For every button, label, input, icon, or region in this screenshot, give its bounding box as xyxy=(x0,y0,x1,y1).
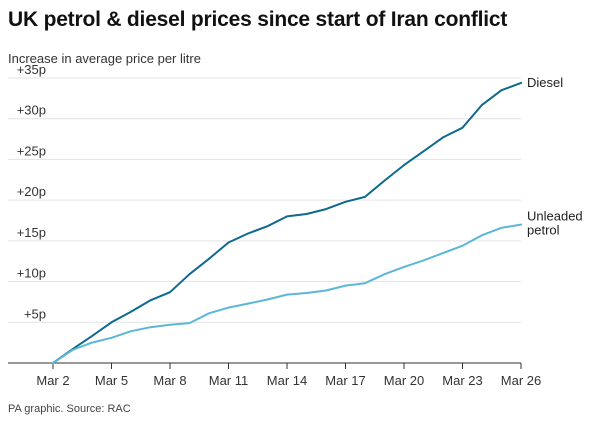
x-tick-label: Mar 5 xyxy=(95,373,128,388)
y-tick-label: +5p xyxy=(24,306,46,321)
y-tick-label: +15p xyxy=(17,225,46,240)
data-point xyxy=(364,195,366,198)
y-tick-label: +25p xyxy=(17,143,46,158)
data-point xyxy=(422,259,425,262)
x-tick-label: Mar 20 xyxy=(384,373,424,388)
x-tick-label: Mar 2 xyxy=(36,373,69,388)
data-point xyxy=(286,215,288,218)
data-point xyxy=(227,241,230,244)
data-point xyxy=(188,273,191,276)
source-note: PA graphic. Source: RAC xyxy=(8,403,131,415)
data-point xyxy=(71,349,74,351)
data-point xyxy=(188,322,191,324)
data-point xyxy=(500,89,503,92)
chart-title: UK petrol & diesel prices since start of… xyxy=(8,8,508,31)
y-axis-title: Increase in average price per litre xyxy=(8,51,201,66)
data-point xyxy=(422,150,425,153)
x-tick-label: Mar 8 xyxy=(153,373,186,388)
data-point xyxy=(461,126,464,129)
data-point xyxy=(266,298,269,301)
data-point xyxy=(208,312,210,315)
y-tick-label: +30p xyxy=(17,103,46,118)
data-point xyxy=(286,293,288,296)
data-point xyxy=(305,213,308,215)
data-point xyxy=(325,289,327,292)
data-point xyxy=(481,103,483,106)
y-axis-ticks: +5p +10p +15p +20p +25p +30p +35p xyxy=(17,62,46,321)
data-point xyxy=(403,164,405,167)
series-label: Unleaded xyxy=(527,209,583,224)
data-point xyxy=(130,310,132,313)
x-tick-label: Mar 23 xyxy=(442,373,482,388)
data-point xyxy=(481,234,483,237)
data-point xyxy=(91,341,93,344)
data-point xyxy=(110,321,113,324)
y-tick-label: +20p xyxy=(17,184,46,199)
data-point xyxy=(442,136,444,139)
data-point xyxy=(403,266,405,268)
data-point xyxy=(169,323,171,326)
data-point xyxy=(344,200,347,203)
data-point xyxy=(208,257,210,260)
series-label: Diesel xyxy=(527,75,563,90)
data-point xyxy=(520,223,522,226)
x-tick-label: Mar 14 xyxy=(267,373,307,388)
gridlines xyxy=(8,77,521,323)
data-point xyxy=(383,179,386,182)
x-axis: Mar 2 Mar 5 Mar 8 Mar 11 Mar 14 Mar 17 Mar 20 M… xyxy=(8,362,541,388)
data-point xyxy=(52,362,54,364)
x-tick-label: Mar 26 xyxy=(501,373,541,388)
data-point xyxy=(227,306,230,309)
data-point xyxy=(325,208,327,211)
data-point xyxy=(130,330,132,333)
data-point xyxy=(442,252,444,254)
data-point xyxy=(149,299,152,302)
series-lines xyxy=(52,81,522,364)
y-tick-label: +35p xyxy=(17,62,46,77)
y-tick-label: +10p xyxy=(17,266,46,281)
data-point xyxy=(169,291,171,294)
data-point xyxy=(305,292,308,294)
data-point xyxy=(91,335,93,338)
data-point xyxy=(149,326,152,329)
series-label: petrol xyxy=(527,223,560,238)
data-point xyxy=(461,244,464,247)
data-point xyxy=(520,81,522,84)
x-tick-label: Mar 17 xyxy=(325,373,365,388)
data-point xyxy=(266,225,269,228)
data-point xyxy=(383,273,386,276)
data-point xyxy=(247,302,249,305)
data-point xyxy=(247,232,249,235)
x-tick-label: Mar 11 xyxy=(209,373,249,388)
series-line-diesel xyxy=(52,81,522,364)
data-point xyxy=(364,282,366,285)
data-point xyxy=(344,284,347,287)
data-point xyxy=(500,226,503,229)
data-point xyxy=(110,336,113,339)
